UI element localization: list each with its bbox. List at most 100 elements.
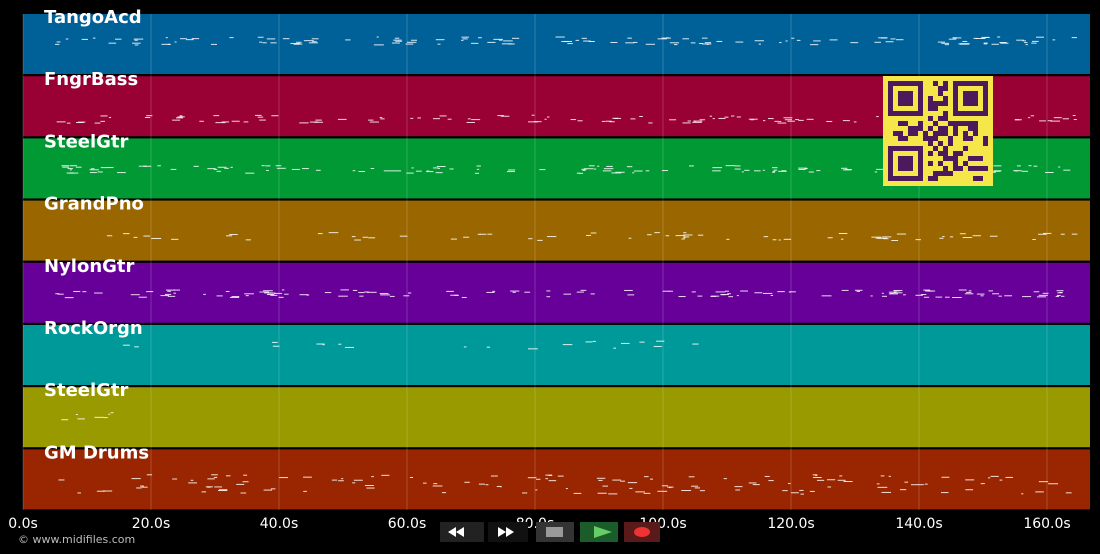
qr-module — [903, 136, 908, 141]
qr-module — [968, 126, 973, 131]
qr-finder — [898, 91, 913, 106]
qr-module — [933, 171, 938, 176]
qr-module — [953, 166, 958, 171]
rewind-icon — [448, 527, 464, 537]
qr-module — [943, 146, 948, 151]
qr-module — [933, 176, 938, 181]
track-lane — [23, 262, 1090, 323]
qr-module — [898, 121, 903, 126]
play-icon — [594, 526, 612, 538]
qr-module — [938, 171, 943, 176]
qr-module — [973, 166, 978, 171]
qr-module — [938, 126, 943, 131]
track-name: GrandPno — [44, 194, 144, 215]
qr-module — [948, 136, 953, 141]
qr-module — [908, 131, 913, 136]
track-lane — [23, 14, 1090, 74]
qr-module — [938, 91, 943, 96]
qr-module — [928, 176, 933, 181]
qr-module — [978, 166, 983, 171]
track-name: GM Drums — [44, 442, 149, 463]
qr-module — [958, 151, 963, 156]
qr-module — [953, 126, 958, 131]
qr-module — [903, 121, 908, 126]
qr-module — [928, 126, 933, 131]
qr-code — [883, 76, 993, 186]
qr-module — [953, 121, 958, 126]
qr-module — [928, 151, 933, 156]
qr-module — [943, 156, 948, 161]
notes — [55, 36, 1078, 495]
qr-module — [953, 151, 958, 156]
qr-module — [928, 136, 933, 141]
tick-label: 60.0s — [388, 516, 426, 532]
qr-module — [933, 106, 938, 111]
qr-module — [913, 126, 918, 131]
forward-icon — [498, 527, 514, 537]
qr-module — [933, 131, 938, 136]
qr-module — [968, 121, 973, 126]
qr-module — [913, 131, 918, 136]
qr-module — [938, 151, 943, 156]
qr-module — [943, 81, 948, 86]
qr-module — [938, 86, 943, 91]
qr-module — [968, 166, 973, 171]
qr-module — [938, 131, 943, 136]
qr-module — [963, 161, 968, 166]
qr-module — [898, 131, 903, 136]
tick-label: 160.0s — [1023, 516, 1070, 532]
qr-module — [933, 81, 938, 86]
track-name: SteelGtr — [44, 380, 129, 401]
track-name: TangoAcd — [44, 7, 142, 28]
qr-module — [943, 86, 948, 91]
qr-module — [943, 101, 948, 106]
track-name: SteelGtr — [44, 131, 129, 152]
qr-module — [953, 161, 958, 166]
qr-module — [963, 136, 968, 141]
qr-module — [938, 101, 943, 106]
footer: © www.midifiles.com — [18, 533, 135, 546]
qr-module — [973, 156, 978, 161]
qr-module — [943, 96, 948, 101]
qr-module — [978, 176, 983, 181]
qr-module — [938, 141, 943, 146]
qr-module — [933, 101, 938, 106]
qr-module — [958, 166, 963, 171]
qr-module — [963, 146, 968, 151]
qr-module — [963, 131, 968, 136]
qr-module — [928, 96, 933, 101]
qr-module — [943, 116, 948, 121]
qr-module — [893, 131, 898, 136]
qr-module — [943, 111, 948, 116]
qr-module — [948, 141, 953, 146]
track-name: RockOrgn — [44, 318, 143, 339]
record-icon — [634, 527, 650, 537]
stop-icon — [546, 527, 563, 537]
track-name: NylonGtr — [44, 256, 135, 277]
track-lane — [23, 387, 1090, 448]
qr-module — [908, 126, 913, 131]
qr-module — [948, 171, 953, 176]
labels: TangoAcd FngrBass SteelGtr GrandPno NylonGtr… — [44, 7, 149, 463]
qr-module — [928, 141, 933, 146]
qr-module — [963, 121, 968, 126]
qr-finder — [963, 91, 978, 106]
grid — [22, 14, 1048, 510]
qr-module — [923, 136, 928, 141]
qr-module — [918, 121, 923, 126]
qr-module — [943, 151, 948, 156]
transport-controls — [440, 522, 660, 542]
qr-module — [943, 171, 948, 176]
qr-module — [953, 131, 958, 136]
qr-module — [983, 141, 988, 146]
qr-module — [943, 126, 948, 131]
qr-module — [973, 131, 978, 136]
qr-module — [928, 161, 933, 166]
track-lane — [23, 325, 1090, 385]
qr-finder — [898, 156, 913, 171]
qr-module — [918, 126, 923, 131]
tick-label: 20.0s — [132, 516, 170, 532]
qr-module — [983, 166, 988, 171]
qr-module — [968, 156, 973, 161]
